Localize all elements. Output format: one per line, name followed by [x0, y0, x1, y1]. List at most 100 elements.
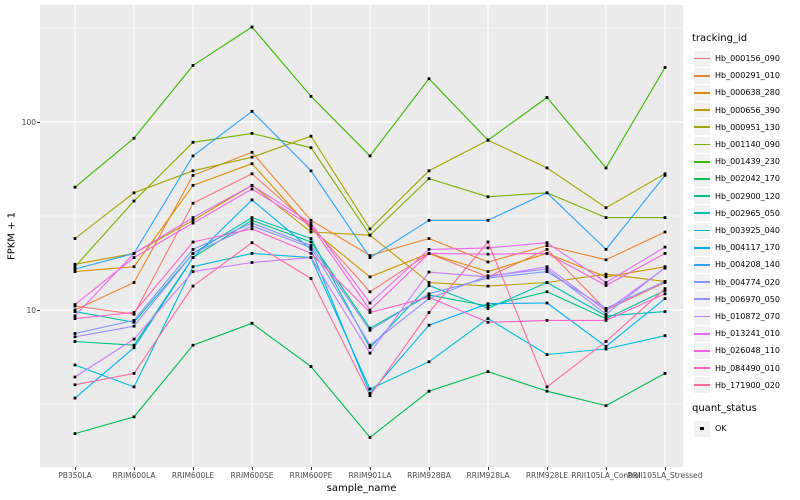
chart-point [191, 240, 195, 244]
line-key-icon [694, 92, 710, 94]
chart-point [604, 281, 608, 284]
chart-point [663, 297, 667, 300]
chart-point [73, 237, 77, 240]
legend-item-label: Hb_013241_010 [715, 329, 780, 339]
chart-point [309, 365, 313, 368]
chart-point [486, 304, 490, 308]
legend-item-ok: OK [694, 420, 727, 437]
chart-point [309, 221, 313, 225]
chart-point [486, 370, 490, 373]
chart-point [73, 267, 77, 271]
chart-point [191, 201, 195, 205]
y-tick-mark [37, 309, 40, 311]
legend-line-key [694, 239, 710, 256]
legend-line-key [694, 153, 710, 170]
chart-point [132, 281, 136, 284]
chart-point [604, 258, 608, 262]
chart-point [132, 312, 136, 316]
chart-point [191, 169, 195, 173]
chart-point [486, 218, 490, 222]
chart-point [132, 252, 136, 255]
chart-point [486, 195, 490, 199]
chart-point [250, 109, 254, 113]
legend-title-quant-status: quant_status [692, 403, 757, 414]
chart-point [309, 227, 313, 231]
chart-point [368, 254, 372, 257]
legend-item: Hb_000291_010 [694, 67, 780, 84]
chart-point [368, 154, 372, 158]
chart-point [132, 320, 136, 324]
legend-item: Hb_003925_040 [694, 222, 780, 239]
legend-item-label: Hb_004117_170 [715, 243, 780, 253]
legend-line-key [694, 222, 710, 239]
chart-point [73, 314, 77, 318]
chart-point [191, 140, 195, 144]
square-point-icon [700, 426, 704, 431]
chart-point [604, 206, 608, 210]
chart-point [427, 284, 431, 287]
chart-point [191, 248, 195, 251]
legend-item-label: Hb_000156_090 [715, 54, 780, 63]
chart-point [604, 275, 608, 279]
x-tick-label: RRIM600LA [112, 471, 156, 480]
line-key-icon [694, 57, 710, 60]
x-tick-label: RRIM928BA [407, 471, 451, 480]
chart-point [191, 256, 195, 259]
chart-point [486, 307, 490, 310]
chart-point [73, 363, 77, 367]
chart-point [604, 248, 608, 251]
legend-item: Hb_002900_120 [694, 188, 780, 205]
chart-point [132, 199, 136, 203]
chart-point [73, 396, 77, 400]
legend-item: Hb_000656_390 [694, 102, 780, 119]
chart-point [191, 252, 195, 255]
chart-point [368, 328, 372, 332]
chart-point [427, 252, 431, 255]
chart-point [427, 311, 431, 314]
legend-item-label: Hb_000656_390 [715, 105, 780, 115]
legend-item: Hb_171900_020 [694, 377, 780, 394]
chart-point [250, 216, 254, 219]
chart-point [73, 375, 77, 379]
chart-point [663, 310, 667, 313]
chart-point [486, 317, 490, 320]
chart-point [73, 332, 77, 335]
chart-point [250, 241, 254, 245]
x-tick-label: RRII105LA_Control [571, 471, 641, 480]
legend-item: Hb_084490_010 [694, 360, 780, 377]
x-axis-title: sample_name [326, 483, 397, 494]
chart-point [132, 324, 136, 328]
chart-point [604, 345, 608, 348]
chart-point [191, 218, 195, 222]
chart-point [132, 346, 136, 350]
x-tick-label: PB350LA [58, 471, 92, 480]
legend-item-label: Hb_000638_280 [715, 88, 780, 98]
line-key-icon [694, 264, 710, 266]
chart-point [663, 289, 667, 292]
legend-item: Hb_000951_130 [694, 119, 780, 136]
legend-item-label: Hb_006970_050 [715, 294, 780, 304]
chart-point [604, 307, 608, 310]
chart-point [545, 385, 549, 389]
chart-point [250, 184, 254, 187]
x-tick-mark [605, 467, 607, 470]
chart-point [545, 252, 549, 255]
plot-panel [40, 5, 683, 467]
chart-point [545, 281, 549, 284]
chart-point [250, 321, 254, 325]
legend-item: Hb_004774_020 [694, 274, 780, 291]
line-key-icon [694, 195, 710, 197]
legend-line-key [694, 102, 710, 119]
x-tick-mark [251, 467, 253, 470]
chart-point [427, 218, 431, 222]
chart-point [309, 252, 313, 255]
chart-point [604, 312, 608, 316]
x-tick-mark [428, 467, 430, 470]
chart-point [191, 154, 195, 158]
chart-point [486, 246, 490, 250]
legend-item: Hb_000156_090 [694, 50, 780, 67]
legend-item-label: Hb_001439_230 [715, 157, 780, 167]
chart-point [427, 169, 431, 173]
legend-line-key [694, 119, 710, 136]
line-key-icon [694, 160, 710, 163]
